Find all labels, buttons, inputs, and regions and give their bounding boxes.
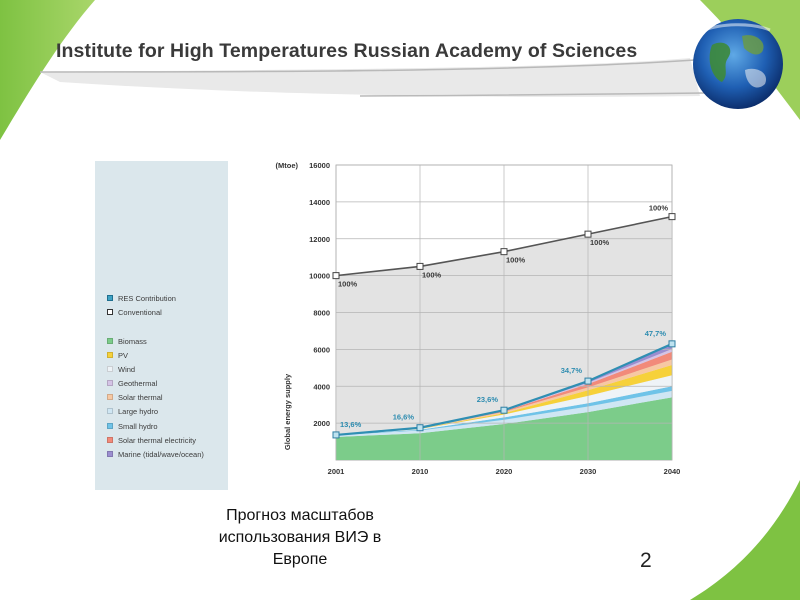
res-share-label: 13,6%	[340, 420, 362, 429]
legend-item: Large hydro	[107, 405, 158, 417]
res-contribution-marker	[584, 377, 592, 385]
legend-swatch	[107, 394, 113, 400]
y-axis-title: Global energy supply	[283, 373, 292, 450]
x-tick-label: 2030	[580, 467, 597, 476]
legend-item: Biomass	[107, 335, 147, 347]
legend-item: Solar thermal electricity	[107, 434, 196, 446]
y-tick-label: 16000	[309, 161, 330, 170]
legend-swatch	[107, 380, 113, 386]
slide-caption: Прогноз масштабов использования ВИЭ в Ев…	[218, 507, 382, 568]
legend-item: RES Contribution	[107, 292, 176, 304]
top-right-green-swoosh	[700, 0, 800, 120]
legend-label: PV	[118, 350, 129, 360]
legend-swatch	[107, 352, 113, 358]
total-share-label: 100%	[590, 238, 610, 247]
legend-item: Solar thermal	[107, 391, 163, 403]
legend-label: Biomass	[118, 336, 147, 346]
res-share-label: 34,7%	[561, 366, 583, 375]
legend-item: PV	[107, 349, 128, 361]
res-share-label: 47,7%	[645, 329, 667, 338]
energy-supply-chart: 100% 100% 100% 100% 100% 13,6% 16,6% 23,6% 34,7%…	[276, 161, 681, 476]
total-share-label: 100%	[506, 256, 526, 265]
legend-swatch	[107, 338, 113, 344]
legend-item: Wind	[107, 363, 135, 375]
header-divider-line-lower	[359, 92, 706, 97]
legend-label: Large hydro	[118, 406, 159, 416]
legend-label: RES Contribution	[118, 293, 176, 303]
total-supply-marker	[416, 262, 424, 270]
res-contribution-marker	[416, 424, 424, 432]
y-tick-label: 4000	[313, 382, 330, 391]
legend-item: Conventional	[107, 306, 162, 318]
y-unit-label: (Mtoe)	[276, 161, 299, 170]
y-tick-label: 6000	[313, 345, 330, 354]
legend-swatch	[107, 437, 113, 443]
total-share-label: 100%	[422, 270, 442, 279]
y-tick-label: 14000	[309, 198, 330, 207]
x-tick-label: 2010	[412, 467, 429, 476]
globe-icon	[693, 19, 783, 109]
y-tick-label: 12000	[309, 235, 330, 244]
total-share-label: 100%	[338, 280, 358, 289]
res-contribution-marker	[332, 431, 340, 439]
legend-item: Marine (tidal/wave/ocean)	[107, 448, 204, 460]
legend-label: Conventional	[118, 307, 162, 317]
res-share-label: 23,6%	[477, 395, 499, 404]
bottom-right-green-swoosh	[690, 480, 800, 600]
res-contribution-marker	[500, 406, 508, 414]
institute-title: Institute for High Temperatures Russian …	[56, 40, 638, 62]
x-tick-label: 2020	[496, 467, 513, 476]
legend-label: Solar thermal	[118, 392, 163, 402]
legend-label: Wind	[118, 364, 136, 374]
y-tick-label: 10000	[309, 272, 330, 281]
res-share-label: 16,6%	[393, 413, 415, 422]
legend-label: Marine (tidal/wave/ocean)	[118, 449, 204, 459]
legend-item: Geothermal	[107, 377, 157, 389]
total-supply-marker	[332, 272, 340, 280]
y-tick-label: 8000	[313, 309, 330, 318]
total-supply-marker	[500, 248, 508, 256]
legend-label: Geothermal	[118, 378, 158, 388]
total-supply-marker	[584, 230, 592, 238]
legend-swatch	[107, 408, 113, 414]
chart-legend: RES Contribution Conventional Biomass PV Win…	[95, 161, 228, 490]
total-share-label: 100%	[649, 204, 669, 213]
legend-label: Solar thermal electricity	[118, 435, 196, 445]
legend-swatch	[107, 451, 113, 457]
legend-swatch	[107, 295, 113, 301]
x-tick-label: 2040	[664, 467, 681, 476]
res-contribution-marker	[668, 340, 676, 348]
legend-swatch	[107, 309, 113, 315]
legend-swatch	[107, 366, 113, 372]
legend-label: Small hydro	[118, 421, 158, 431]
total-supply-marker	[668, 213, 676, 221]
header-divider-line	[39, 59, 696, 73]
legend-swatch	[107, 423, 113, 429]
legend-item: Small hydro	[107, 420, 158, 432]
header-gray-band	[40, 58, 700, 97]
left-green-swoosh	[0, 0, 95, 140]
x-tick-label: 2001	[328, 467, 345, 476]
page-number: 2	[640, 549, 652, 572]
y-tick-label: 2000	[313, 419, 330, 428]
